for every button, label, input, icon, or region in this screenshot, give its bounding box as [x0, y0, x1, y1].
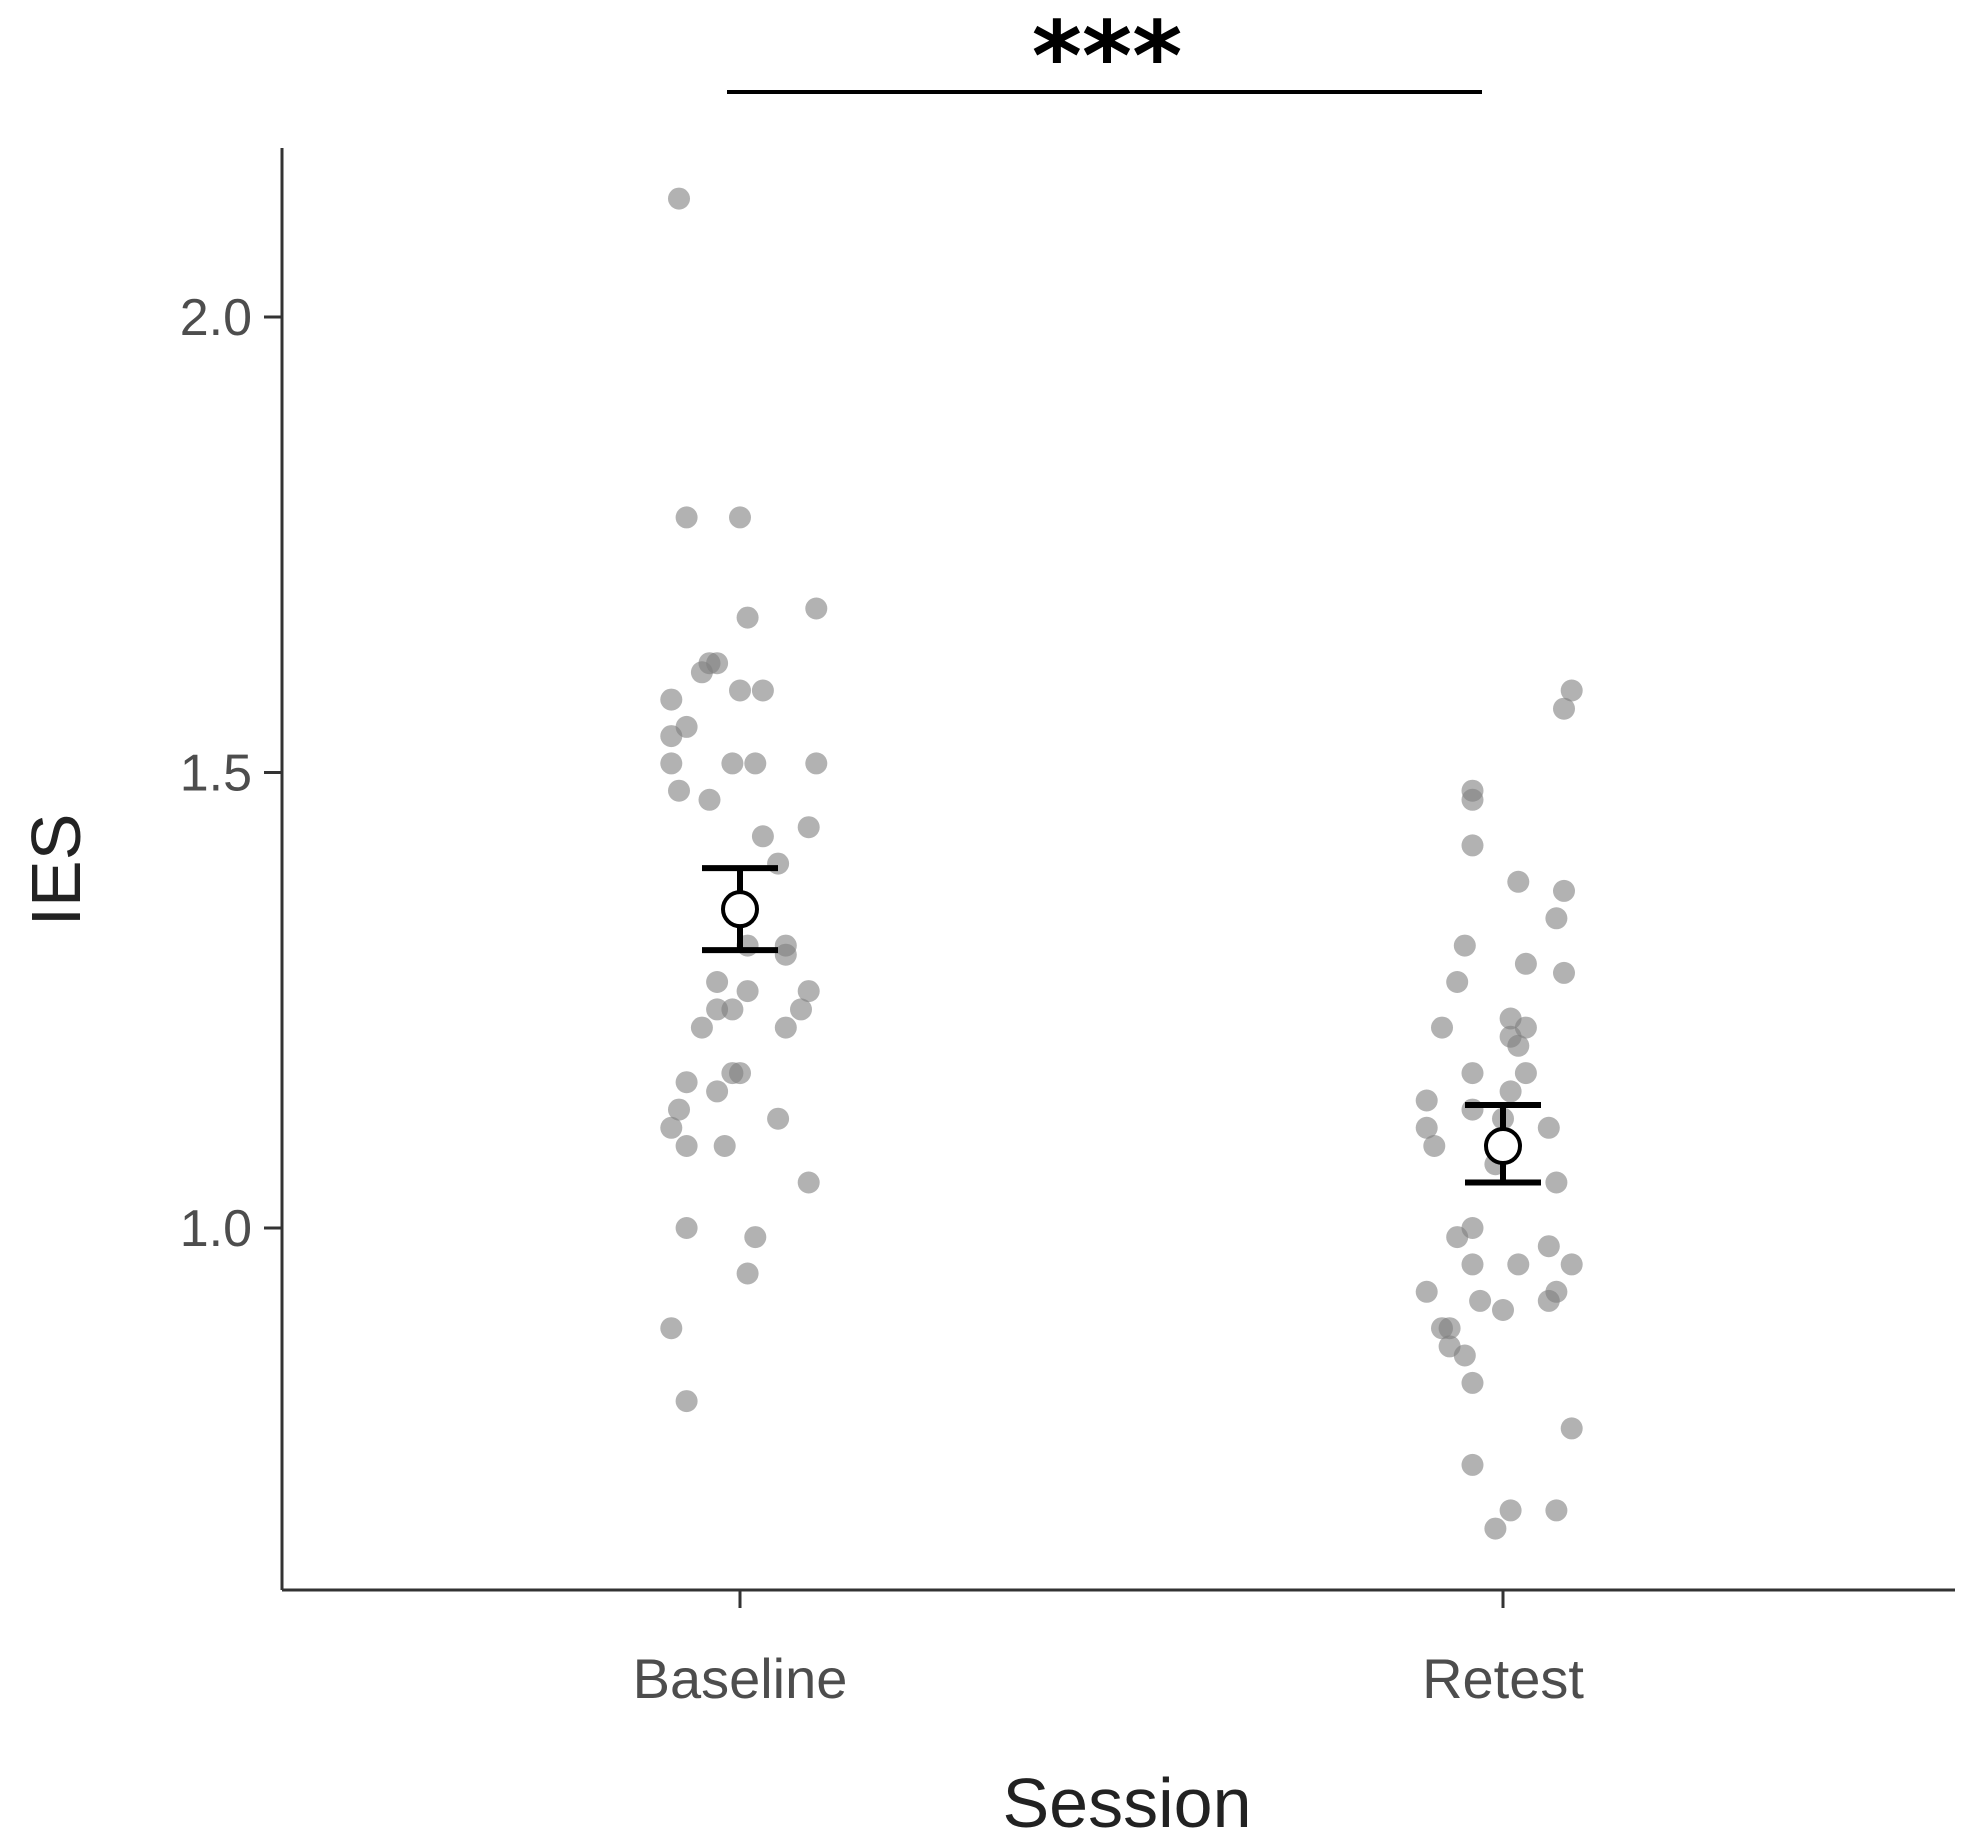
data-point [1415, 1116, 1438, 1139]
data-points-layer [660, 187, 1583, 1540]
data-point [767, 852, 790, 875]
data-point [1484, 1517, 1507, 1540]
data-point [1461, 1098, 1484, 1121]
data-point [1461, 1453, 1484, 1476]
data-point [1545, 1171, 1568, 1194]
data-point [1461, 1062, 1484, 1085]
data-point [797, 980, 820, 1003]
y-tick-label: 1.0 [180, 1200, 252, 1258]
x-tick-label: Retest [1422, 1647, 1584, 1710]
data-point [1415, 1280, 1438, 1303]
data-point [1507, 1034, 1530, 1057]
data-point [690, 661, 713, 684]
data-point [1431, 1016, 1453, 1039]
data-point [736, 1262, 759, 1285]
data-point [713, 1135, 736, 1157]
data-point [668, 779, 690, 802]
data-point [751, 679, 774, 702]
data-point [690, 1016, 713, 1039]
mean-marker [721, 890, 759, 929]
data-point [675, 506, 698, 529]
data-point [1537, 1116, 1560, 1139]
data-point [1461, 1371, 1484, 1394]
summary-layer [702, 865, 1541, 1186]
data-point [1469, 1289, 1492, 1312]
significance-layer: *** [727, 1, 1482, 113]
data-point [774, 1016, 797, 1039]
data-point [1545, 907, 1568, 930]
data-point [1507, 1253, 1530, 1276]
data-point [1453, 1344, 1476, 1367]
data-point [1553, 961, 1575, 984]
data-point [729, 1062, 751, 1085]
x-tick-label: Baseline [633, 1647, 848, 1710]
mean-marker [1484, 1127, 1522, 1166]
data-point [668, 187, 690, 210]
data-point [660, 752, 683, 775]
data-point [1499, 1499, 1522, 1522]
data-point [1514, 952, 1537, 975]
y-tick-label: 2.0 [180, 289, 252, 347]
data-point [675, 1071, 698, 1094]
data-point [805, 597, 828, 620]
data-point [1560, 1253, 1583, 1276]
data-point [1415, 1089, 1438, 1112]
data-point [1553, 697, 1575, 720]
data-point [744, 1226, 767, 1249]
data-point [1507, 870, 1530, 893]
data-point [660, 1317, 683, 1340]
data-point [736, 980, 759, 1003]
data-point [790, 998, 812, 1021]
data-point [1438, 1317, 1461, 1340]
data-point [751, 825, 774, 848]
data-point [1423, 1135, 1446, 1157]
data-point [1499, 1080, 1522, 1103]
data-point [1553, 879, 1575, 902]
data-point [706, 998, 729, 1021]
data-point [706, 1080, 729, 1103]
data-point [805, 752, 828, 775]
data-point [1461, 788, 1484, 811]
data-point [1537, 1289, 1560, 1312]
y-tick-label: 1.5 [180, 745, 252, 803]
data-point [1560, 679, 1583, 702]
data-point [1492, 1299, 1514, 1321]
data-point [1446, 1226, 1469, 1249]
y-axis-title: IES [17, 814, 95, 927]
data-point [1461, 1253, 1484, 1276]
data-point [1461, 834, 1484, 857]
significance-label: *** [1032, 1, 1183, 113]
data-point [729, 679, 751, 702]
data-point [774, 943, 797, 966]
data-point [668, 1098, 690, 1121]
data-point [675, 1217, 698, 1239]
axes-layer: 1.0 1.5 2.0 Baseline Retest [180, 148, 1955, 1710]
data-point [675, 1390, 698, 1413]
data-point [660, 688, 683, 711]
data-point [1514, 1062, 1537, 1085]
data-point [1446, 971, 1469, 993]
data-point [660, 725, 683, 748]
data-point [744, 752, 767, 775]
data-point [729, 506, 751, 529]
x-axis-title: Session [1002, 1764, 1251, 1842]
data-point [767, 1107, 790, 1130]
data-point [1545, 1499, 1568, 1522]
data-point [721, 752, 744, 775]
data-point [698, 788, 721, 811]
data-point [675, 1135, 698, 1157]
data-point [1537, 1235, 1560, 1258]
data-point [721, 998, 744, 1021]
data-point [660, 1116, 683, 1139]
data-point [797, 1171, 820, 1194]
data-point [1453, 934, 1476, 957]
data-point [797, 816, 820, 839]
data-point [1560, 1417, 1583, 1440]
data-point [736, 606, 759, 629]
data-point [706, 971, 729, 993]
